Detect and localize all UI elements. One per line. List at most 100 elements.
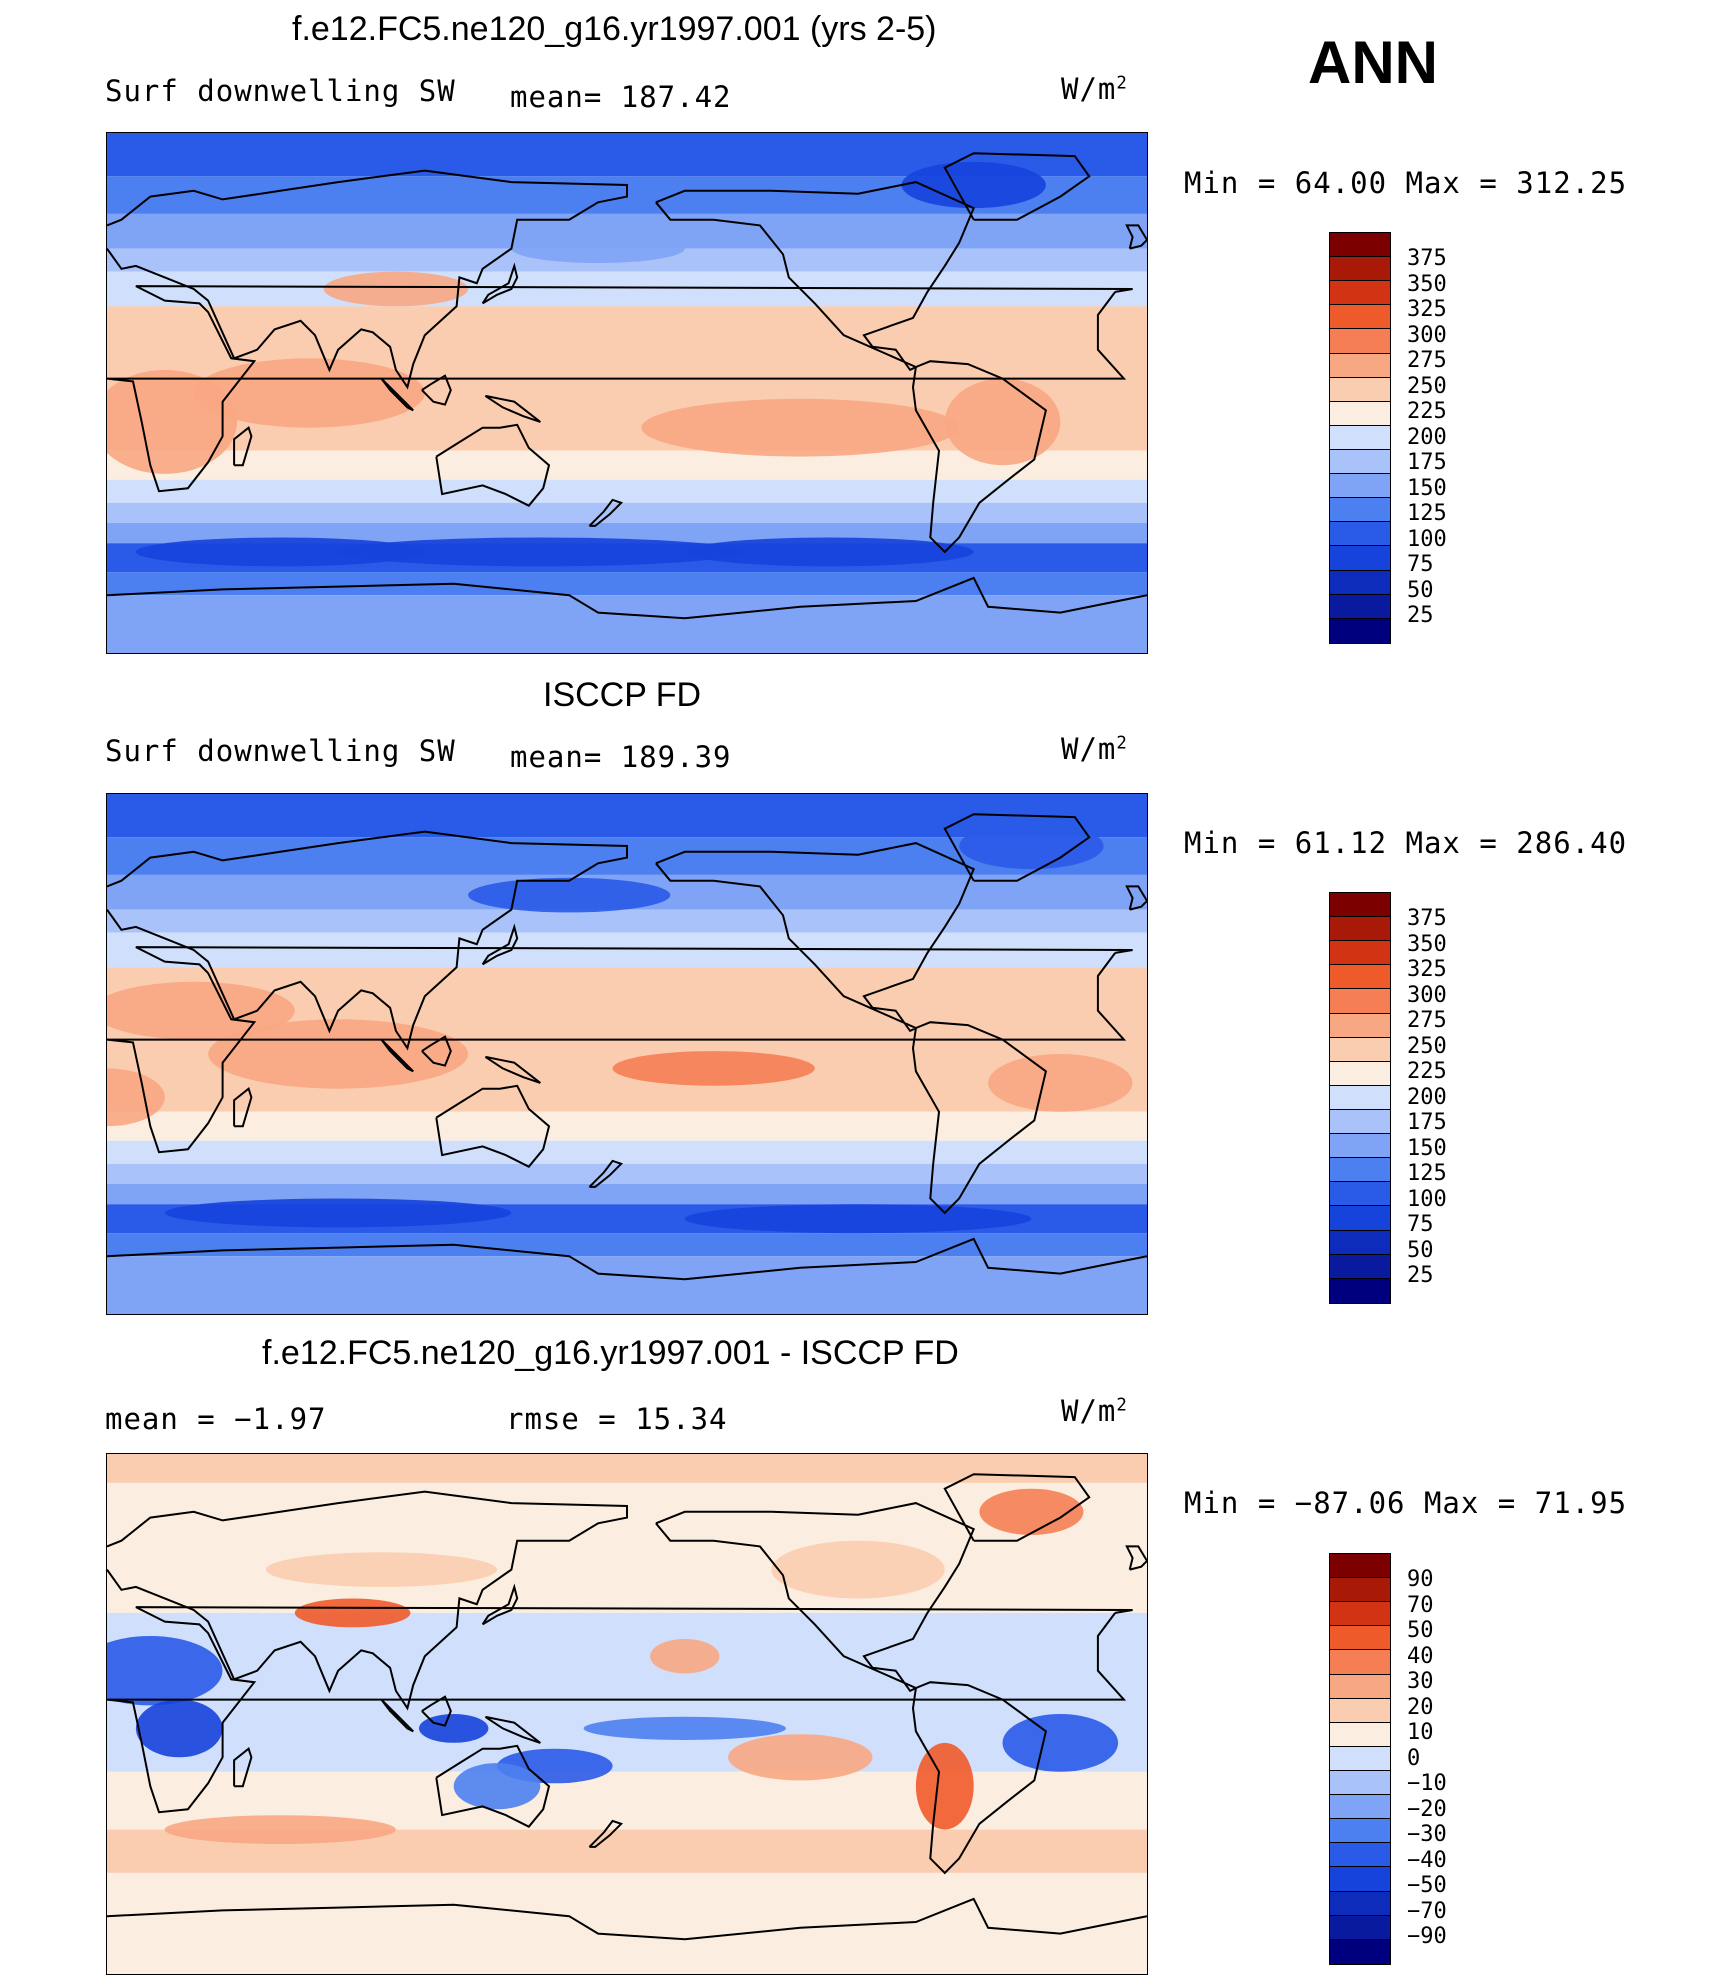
colorbar-swatch <box>1330 1061 1390 1086</box>
colorbar-swatch <box>1330 965 1390 990</box>
field-band <box>107 1511 1147 1613</box>
field-anomaly <box>135 537 425 567</box>
colorbar-swatch <box>1330 1746 1390 1771</box>
coastline <box>943 152 1091 221</box>
field-band <box>107 1163 1147 1184</box>
field-anomaly <box>468 877 671 913</box>
coastline <box>107 1490 628 1711</box>
colorbar-tick-label: 175 <box>1407 450 1447 475</box>
panel-1-title: f.e12.FC5.ne120_g16.yr1997.001 (yrs 2-5) <box>292 10 937 48</box>
field-anomaly <box>208 1019 469 1089</box>
colorbar-tick-label: 225 <box>1407 399 1447 424</box>
colorbar-tick-label: 275 <box>1407 1008 1447 1033</box>
field-anomaly <box>979 1488 1084 1535</box>
colorbar-tick-label: 175 <box>1407 1110 1447 1135</box>
field-band <box>107 1233 1147 1257</box>
coastline <box>481 262 519 305</box>
coastline <box>435 1744 551 1828</box>
field-anomaly <box>641 398 960 457</box>
coastline <box>107 285 1133 493</box>
colorbar-swatch <box>1330 1554 1390 1579</box>
coastline <box>107 169 628 390</box>
field-anomaly <box>135 1699 223 1758</box>
panel-1-variable-label: Surf downwelling SW <box>105 74 456 108</box>
field-anomaly <box>265 1552 497 1587</box>
colorbar-swatch <box>1330 305 1390 330</box>
map-svg <box>107 1454 1147 1974</box>
colorbar-tick-label: −10 <box>1407 1771 1447 1796</box>
coastline <box>484 1715 541 1744</box>
coastline <box>588 1819 624 1848</box>
field-anomaly <box>294 1598 411 1628</box>
panel-2-colorbar-labels: 375 350 325 300 275 250 225 200 175 150 125 100 75 50… <box>1407 906 1447 1289</box>
coastline <box>107 830 628 1051</box>
colorbar-swatch <box>1330 233 1390 258</box>
panel-3-units: W/m2 <box>1061 1394 1128 1428</box>
colorbar-swatch <box>1330 917 1390 942</box>
coastline <box>107 1606 1133 1814</box>
coastline <box>943 813 1091 882</box>
colorbar-tick-label: 250 <box>1407 373 1447 399</box>
colorbar-swatch <box>1330 449 1390 475</box>
field-anomaly <box>107 981 295 1040</box>
colorbar-swatch <box>1330 1915 1390 1940</box>
colorbar-swatch <box>1330 281 1390 306</box>
coastline <box>1125 224 1147 250</box>
coastline <box>107 946 1133 1154</box>
colorbar-swatch <box>1330 1626 1390 1651</box>
coastline <box>1125 885 1147 911</box>
colorbar-tick-label: 10 <box>1407 1720 1434 1745</box>
colorbar-tick-label: 200 <box>1407 424 1447 450</box>
colorbar-tick-label: 350 <box>1407 271 1447 297</box>
field-band <box>107 479 1147 503</box>
coastline <box>655 1502 975 1693</box>
coastline <box>588 498 624 527</box>
map-svg <box>107 794 1147 1314</box>
coastline <box>435 423 551 507</box>
colorbar-swatch <box>1330 1158 1390 1183</box>
colorbar-swatch <box>1330 522 1390 547</box>
colorbar-swatch <box>1330 1254 1390 1279</box>
coastline <box>380 377 414 412</box>
field-band <box>107 1111 1147 1141</box>
field-anomaly <box>323 271 469 307</box>
colorbar-tick-label: 150 <box>1407 475 1447 501</box>
colorbar-swatch <box>1330 1109 1390 1135</box>
colorbar-tick-label: 125 <box>1407 501 1447 526</box>
colorbar-swatch <box>1330 893 1390 918</box>
colorbar-swatch <box>1330 1819 1390 1844</box>
colorbar-swatch <box>1330 1085 1390 1110</box>
colorbar-tick-label: 0 <box>1407 1745 1421 1771</box>
colorbar-tick-label: 100 <box>1407 526 1447 552</box>
field-band <box>107 1916 1147 1974</box>
colorbar-swatch <box>1330 257 1390 282</box>
coastline <box>380 1698 414 1733</box>
colorbar-tick-label: 125 <box>1407 1161 1447 1186</box>
coastline <box>233 1087 253 1128</box>
field-anomaly <box>338 537 743 567</box>
field-band <box>107 523 1147 544</box>
colorbar-swatch <box>1330 1770 1390 1796</box>
field-anomaly <box>901 161 1046 209</box>
colorbar-tick-label: 25 <box>1407 603 1434 628</box>
colorbar-tick-label: −30 <box>1407 1822 1447 1847</box>
colorbar-swatch <box>1330 1698 1390 1723</box>
coastline <box>380 1038 414 1073</box>
colorbar-tick-label: 75 <box>1407 1212 1434 1237</box>
colorbar-tick-label: −40 <box>1407 1847 1447 1873</box>
field-band <box>107 1612 1147 1772</box>
colorbar-swatch <box>1330 1650 1390 1675</box>
colorbar-tick-label: 275 <box>1407 348 1447 373</box>
panel-3-mean-label: mean = −1.97 <box>105 1402 327 1436</box>
colorbar-tick-label: 30 <box>1407 1669 1434 1694</box>
colorbar-tick-label: −90 <box>1407 1924 1447 1949</box>
coastline <box>943 1473 1091 1542</box>
colorbar-tick-label: 70 <box>1407 1592 1434 1618</box>
colorbar-tick-label: 325 <box>1407 957 1447 982</box>
panel-3-minmax: Min = −87.06 Max = 71.95 <box>1184 1486 1628 1520</box>
colorbar-swatch <box>1330 941 1390 966</box>
colorbar-tick-label: 25 <box>1407 1263 1434 1288</box>
field-anomaly <box>453 1763 541 1810</box>
coastline <box>588 1159 624 1188</box>
coastline <box>107 1237 1147 1281</box>
